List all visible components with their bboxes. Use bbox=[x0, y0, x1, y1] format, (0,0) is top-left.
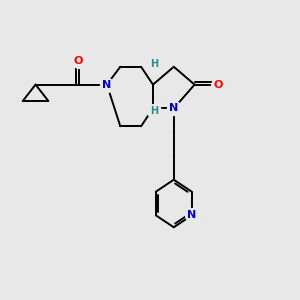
Text: N: N bbox=[187, 210, 196, 220]
Text: O: O bbox=[214, 80, 223, 90]
Text: O: O bbox=[74, 56, 83, 66]
Text: N: N bbox=[169, 103, 178, 113]
Text: H: H bbox=[150, 59, 158, 69]
Text: N: N bbox=[102, 80, 112, 90]
Text: H: H bbox=[150, 106, 158, 116]
